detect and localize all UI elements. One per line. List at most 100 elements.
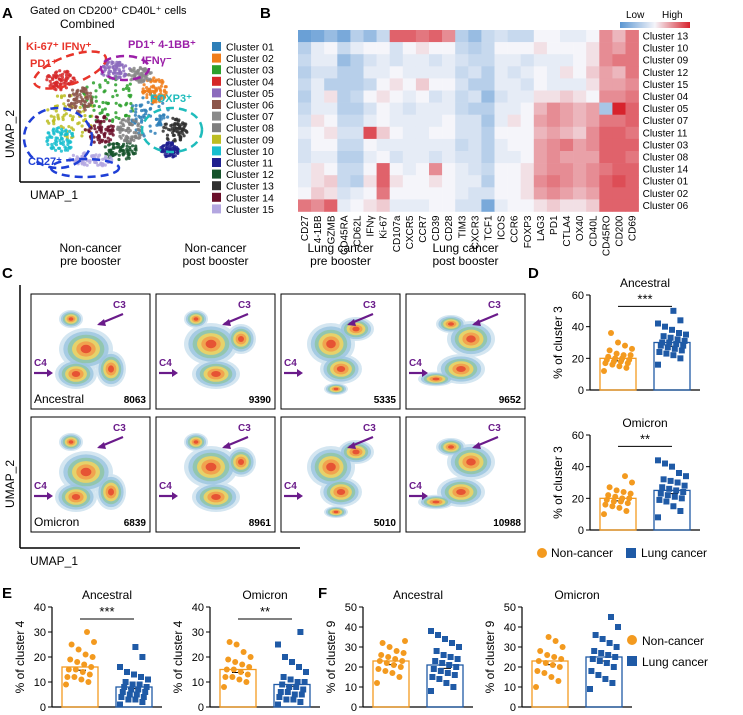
heatmap-cell	[494, 199, 508, 212]
umap-point-c13	[181, 121, 185, 125]
legend-f: Non-cancer Lung cancer	[627, 634, 708, 669]
umap-point-c3	[125, 84, 129, 88]
heatmap-cell	[586, 42, 600, 55]
scatterbar-F2: Omicron % of cluster 9 0 10 20 30 40 50	[483, 588, 632, 714]
heatmap-cell	[376, 175, 390, 188]
heatmap-cell	[533, 151, 548, 164]
heatmap-col-label: TCF1	[483, 215, 494, 240]
heatmap-cell	[402, 138, 417, 152]
data-point-lungcancer	[681, 482, 688, 489]
heatmap-cell	[612, 175, 626, 188]
heatmap-cell	[494, 126, 508, 140]
heatmap-cell	[415, 138, 430, 152]
heatmap-cell	[363, 126, 377, 140]
heatmap-cell	[599, 187, 613, 200]
heatmap-cell	[494, 163, 508, 176]
umap-point-c2	[154, 78, 158, 82]
panel-letter-e: E	[2, 585, 12, 602]
umap-point-c15	[88, 160, 92, 164]
umap-point-c1	[141, 96, 145, 100]
c4-arrowhead	[297, 492, 303, 500]
heatmap-cell	[402, 126, 417, 140]
data-point-noncancer	[558, 656, 565, 662]
y-tick-label: 10	[34, 677, 46, 689]
heatmap-cell	[520, 175, 535, 188]
data-point-lungcancer	[673, 487, 680, 494]
heatmap-cell	[402, 42, 417, 55]
heatmap-cell	[520, 163, 535, 176]
data-point-lungcancer	[286, 684, 293, 690]
umap-point-c3	[114, 111, 118, 115]
heatmap-cell	[507, 66, 521, 79]
scatterbar-E2: Omicron % of cluster 4 0 10 20 30 40 **	[171, 588, 320, 714]
column-title: Lung cancer	[307, 241, 373, 255]
heatmap-col-label: CD62L	[352, 215, 363, 247]
data-point-noncancer	[612, 355, 619, 362]
heatmap-cell	[298, 126, 312, 140]
heatmap-cell	[389, 199, 404, 212]
heatmap-col-label: IFNγ	[366, 216, 377, 237]
heatmap-cell	[612, 90, 626, 103]
umap-point-c5	[115, 77, 119, 81]
heatmap-cell	[415, 102, 430, 115]
heatmap-cell	[468, 66, 482, 79]
umap-point-c2	[158, 99, 162, 103]
data-point-lungcancer	[293, 684, 300, 690]
heatmap-cell	[520, 187, 535, 200]
data-point-noncancer	[229, 674, 236, 680]
heatmap-cell	[468, 175, 482, 188]
umap-point-c2	[142, 83, 146, 87]
heatmap-cell	[429, 187, 443, 200]
umap-point-c6	[82, 90, 86, 94]
bar-noncancer	[599, 497, 637, 531]
data-point-lungcancer	[276, 694, 283, 700]
umap-point-c6	[88, 91, 93, 95]
heatmap-col-label: CXCR3	[470, 215, 481, 249]
heatmap-cell	[507, 90, 521, 103]
data-point-lungcancer	[121, 684, 128, 690]
legend-swatch-1	[212, 42, 221, 51]
heatmap-col-label: Ki-67	[379, 215, 390, 239]
legend-swatch-9	[212, 134, 221, 144]
scatterbar-F1: Ancestral % of cluster 9 0 10 20 30 40 50	[324, 588, 473, 714]
umap-point-c6	[83, 108, 87, 112]
umap-point-c4	[55, 81, 60, 85]
data-point-lungcancer	[433, 648, 440, 654]
heatmap-cell	[507, 138, 521, 152]
legend-label-11: Cluster 11	[226, 158, 273, 170]
scatterbar-title: Omicron	[242, 588, 287, 602]
y-tick-label: 20	[572, 493, 584, 505]
umap-point-c14	[103, 140, 108, 144]
data-point-lungcancer	[454, 656, 461, 662]
heatmap-cell	[586, 54, 600, 67]
data-point-lungcancer	[656, 349, 663, 355]
umap-point-c3	[103, 78, 108, 82]
heatmap-cell	[376, 151, 390, 164]
heatmap-cell	[350, 199, 364, 212]
umap-point-c6	[75, 100, 79, 105]
heatmap-cell	[573, 90, 587, 103]
heatmap-cell	[546, 187, 561, 200]
heatmap-cell	[350, 90, 364, 103]
umap-point-c9	[80, 134, 84, 138]
panel-letter-f: F	[318, 585, 327, 602]
heatmap-cell	[311, 90, 325, 103]
heatmap-cell	[350, 126, 364, 140]
data-point-lungcancer	[301, 679, 308, 685]
heatmap-cell	[586, 175, 600, 188]
legend-label-14: Cluster 14	[226, 192, 274, 204]
heatmap-cell	[599, 151, 613, 164]
heatmap-cell	[599, 66, 613, 79]
heatmap-row-label: Cluster 05	[643, 104, 689, 115]
y-tick-label: 40	[572, 322, 584, 334]
heatmap-cell	[533, 90, 548, 103]
data-point-lungcancer	[659, 339, 666, 346]
data-point-lungcancer	[290, 696, 297, 703]
heatmap-cell	[376, 90, 390, 103]
data-point-noncancer	[240, 649, 247, 655]
umap-point-c7	[126, 73, 130, 77]
umap-point-c12	[112, 142, 116, 146]
heatmap-cell	[507, 102, 521, 115]
heatmap-cell	[376, 187, 390, 200]
